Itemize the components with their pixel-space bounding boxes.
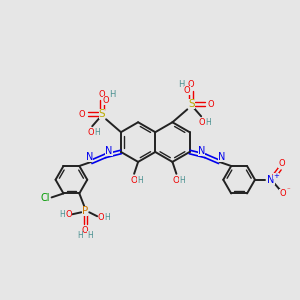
Text: H: H xyxy=(137,176,143,185)
Text: O: O xyxy=(278,159,285,168)
Text: O: O xyxy=(188,80,195,89)
Text: H: H xyxy=(104,213,110,222)
Text: O: O xyxy=(82,226,88,235)
Text: O: O xyxy=(99,90,105,99)
Text: Cl: Cl xyxy=(41,194,50,203)
Text: P: P xyxy=(82,206,88,216)
Text: N: N xyxy=(218,152,225,162)
Text: H: H xyxy=(205,118,211,127)
Text: S: S xyxy=(188,99,195,110)
Text: +: + xyxy=(273,173,279,179)
Text: H: H xyxy=(87,231,93,240)
Text: N: N xyxy=(267,175,274,185)
Text: O: O xyxy=(184,86,190,95)
Text: O: O xyxy=(173,176,180,185)
Text: O: O xyxy=(65,210,72,219)
Text: H: H xyxy=(109,90,115,99)
Text: H: H xyxy=(179,176,185,185)
Text: O: O xyxy=(208,100,214,109)
Text: S: S xyxy=(99,109,105,119)
Text: H: H xyxy=(77,231,83,240)
Text: H: H xyxy=(60,210,65,219)
Text: H: H xyxy=(178,80,184,89)
Text: H: H xyxy=(94,128,100,137)
Text: N: N xyxy=(198,146,205,156)
Text: O: O xyxy=(79,110,86,119)
Text: O: O xyxy=(98,213,104,222)
Text: O: O xyxy=(130,176,138,185)
Text: O: O xyxy=(103,96,110,105)
Text: N: N xyxy=(85,152,93,162)
Text: O: O xyxy=(279,189,286,198)
Text: ⁻: ⁻ xyxy=(287,188,290,194)
Text: O: O xyxy=(88,128,94,137)
Text: O: O xyxy=(199,118,206,127)
Text: N: N xyxy=(105,146,113,156)
